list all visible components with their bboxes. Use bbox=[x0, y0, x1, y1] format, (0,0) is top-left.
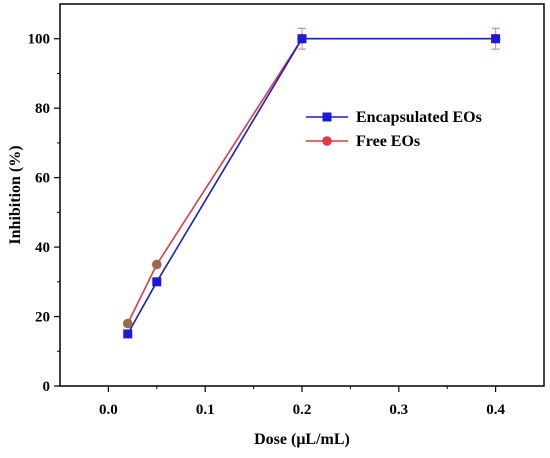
legend-label: Encapsulated EOs bbox=[356, 109, 482, 126]
legend-marker-square bbox=[322, 112, 332, 122]
y-tick-label: 20 bbox=[35, 310, 50, 326]
legend: Encapsulated EOs Free EOs bbox=[306, 109, 482, 150]
plot-frame bbox=[59, 3, 545, 387]
data-point-encapsulated bbox=[152, 277, 162, 287]
y-tick-label: 40 bbox=[35, 240, 50, 256]
y-axis-ticks: 0 20 40 60 80 100 bbox=[28, 32, 60, 395]
x-axis-title: Dose (μL/mL) bbox=[254, 431, 350, 448]
y-axis-title: Inhibition (%) bbox=[7, 145, 24, 244]
series-line-encapsulated bbox=[127, 37, 496, 335]
data-point-encapsulated bbox=[123, 329, 133, 339]
data-point-encapsulated bbox=[491, 34, 501, 44]
data-point-free bbox=[122, 318, 133, 329]
data-point-free bbox=[152, 259, 162, 270]
x-tick-label: 0.2 bbox=[293, 402, 312, 418]
y-tick-label: 100 bbox=[28, 32, 51, 48]
x-tick-label: 0.3 bbox=[389, 402, 408, 418]
y-tick-label: 80 bbox=[35, 101, 50, 117]
legend-label: Free EOs bbox=[356, 133, 420, 150]
data-point-encapsulated bbox=[297, 34, 307, 44]
legend-marker-circle bbox=[322, 136, 332, 146]
x-tick-label: 0.1 bbox=[196, 402, 215, 418]
series-line-free bbox=[127, 37, 496, 324]
x-tick-label: 0.4 bbox=[486, 402, 505, 418]
x-tick-label: 0.0 bbox=[99, 402, 118, 418]
y-tick-label: 0 bbox=[43, 379, 51, 395]
x-axis-ticks: 0.0 0.1 0.2 0.3 0.4 bbox=[99, 386, 505, 418]
y-tick-label: 60 bbox=[35, 171, 50, 187]
series-layer bbox=[122, 27, 501, 339]
